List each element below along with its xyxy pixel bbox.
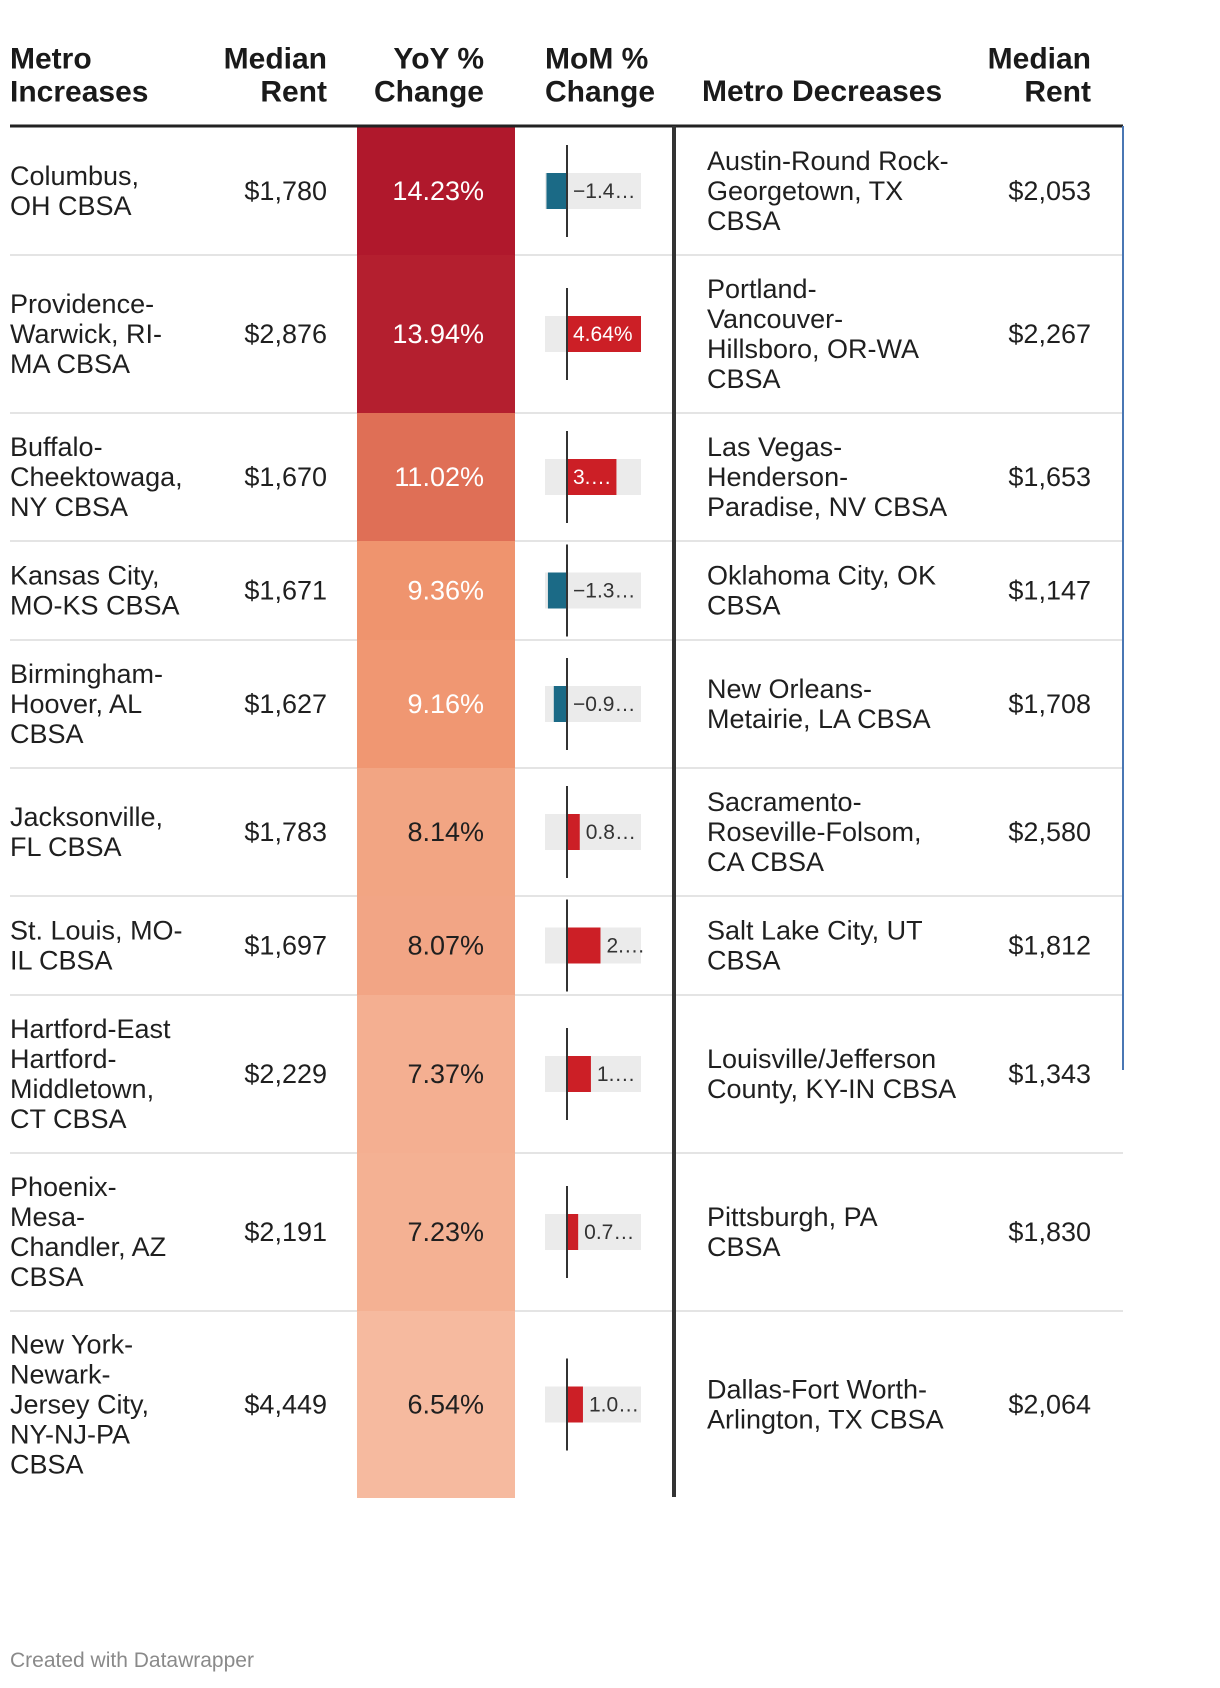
mom-bar-background: [545, 1056, 641, 1092]
yoy-change-value: 14.23%: [392, 176, 484, 206]
median-rent-decrease: $1,343: [1008, 1059, 1091, 1089]
metro-increase-name: Buffalo-Cheektowaga, NY CBSA: [10, 432, 183, 522]
metro-decrease-name: Las Vegas-Henderson-Paradise, NV CBSA: [707, 432, 947, 522]
metro-increase-name: St. Louis, MO-IL CBSA: [10, 916, 183, 976]
yoy-change-value: 7.23%: [407, 1217, 484, 1247]
metro-increase-name: Jacksonville, FL CBSA: [10, 802, 163, 862]
median-rent-increase: $2,229: [244, 1059, 327, 1089]
median-rent-decrease: $1,653: [1008, 462, 1091, 492]
yoy-heat-cell: [357, 1311, 515, 1498]
median-rent-decrease: $1,830: [1008, 1217, 1091, 1247]
mom-bar: [567, 927, 601, 964]
mom-change-label: 4.64%: [573, 323, 633, 346]
median-rent-decrease: $2,267: [1008, 319, 1091, 349]
median-rent-increase: $2,876: [244, 319, 327, 349]
median-rent-increase: $2,191: [244, 1217, 327, 1247]
median-rent-increase: $1,697: [244, 931, 327, 961]
header-median-rent-left: Median Rent: [224, 43, 327, 109]
yoy-heat-cell: [357, 541, 515, 640]
mom-change-label: 0.7…: [584, 1221, 634, 1244]
yoy-change-value: 13.94%: [392, 319, 484, 349]
header-metro-decreases: Metro Decreases: [702, 75, 942, 108]
median-rent-decrease: $2,580: [1008, 817, 1091, 847]
mom-change-label: 2.…: [606, 935, 645, 958]
median-rent-increase: $1,627: [244, 689, 327, 719]
mom-bar-background: [545, 1214, 641, 1250]
yoy-heat-cell: [357, 640, 515, 768]
yoy-heat-cell: [357, 1153, 515, 1311]
header-yoy-change: YoY % Change: [374, 43, 484, 109]
metro-increase-name: New York-Newark-Jersey City, NY-NJ-PA CBSA: [10, 1330, 149, 1480]
metro-increase-name: Hartford-East Hartford-Middletown, CT CBSA: [10, 1014, 171, 1134]
yoy-heat-cell: [357, 995, 515, 1153]
mom-bar: [567, 1214, 579, 1250]
metro-decrease-name: New Orleans-Metairie, LA CBSA: [707, 674, 931, 734]
mom-change-label: −1.4…: [573, 180, 635, 203]
mom-bar-background: [545, 1386, 641, 1423]
header-median-rent-right: Median Rent: [988, 43, 1091, 109]
yoy-heat-cell: [357, 768, 515, 896]
median-rent-decrease: $2,053: [1008, 176, 1091, 206]
metro-increase-name: Providence-Warwick, RI-MA CBSA: [10, 289, 162, 379]
header-mom-change: MoM % Change: [545, 43, 655, 109]
mom-bar: [546, 173, 567, 209]
yoy-heat-cell: [357, 127, 515, 255]
mom-change-label: −0.9…: [573, 693, 635, 716]
yoy-change-value: 9.16%: [407, 689, 484, 719]
mom-change-label: 1.0…: [589, 1394, 639, 1417]
mom-bar: [567, 316, 641, 352]
mom-bar: [567, 1056, 591, 1092]
median-rent-increase: $1,670: [244, 462, 327, 492]
metro-increase-name: Phoenix-Mesa-Chandler, AZ CBSA: [10, 1172, 166, 1292]
mom-change-label: 0.8…: [586, 821, 636, 844]
median-rent-increase: $1,783: [244, 817, 327, 847]
metro-increase-name: Birmingham-Hoover, AL CBSA: [10, 659, 163, 749]
median-rent-increase: $4,449: [244, 1390, 327, 1420]
yoy-heat-cell: [357, 255, 515, 413]
metro-decrease-name: Oklahoma City, OK CBSA: [707, 561, 936, 621]
median-rent-increase: $1,671: [244, 576, 327, 606]
mom-change-label: −1.3…: [573, 580, 635, 603]
mom-change-label: 3.…: [573, 466, 612, 489]
header-metro-increases: Metro Increases: [10, 43, 148, 109]
mom-bar: [567, 1386, 583, 1423]
yoy-change-value: 6.54%: [407, 1390, 484, 1420]
median-rent-decrease: $1,708: [1008, 689, 1091, 719]
metro-increase-name: Kansas City, MO-KS CBSA: [10, 561, 180, 621]
credit-footer[interactable]: Created with Datawrapper: [10, 1649, 254, 1672]
metro-decrease-name: Salt Lake City, UT CBSA: [707, 916, 923, 976]
metro-decrease-name: Austin-Round Rock-Georgetown, TX CBSA: [707, 146, 949, 236]
metro-decrease-name: Portland-Vancouver-Hillsboro, OR-WA CBSA: [707, 274, 919, 394]
median-rent-decrease: $2,064: [1008, 1390, 1091, 1420]
yoy-heat-cell: [357, 896, 515, 995]
mom-bar: [553, 686, 567, 722]
yoy-change-value: 9.36%: [407, 576, 484, 606]
yoy-change-value: 7.37%: [407, 1059, 484, 1089]
mom-bar: [567, 459, 617, 495]
mom-bar: [567, 814, 580, 850]
yoy-heat-cell: [357, 413, 515, 541]
yoy-change-value: 11.02%: [394, 462, 484, 492]
mom-change-label: 1.…: [597, 1063, 636, 1086]
mom-bar-background: [545, 814, 641, 850]
metro-decrease-name: Sacramento-Roseville-Folsom, CA CBSA: [707, 787, 922, 877]
metro-decrease-name: Louisville/Jefferson County, KY-IN CBSA: [707, 1044, 956, 1104]
yoy-change-value: 8.14%: [407, 817, 484, 847]
metro-increase-name: Columbus, OH CBSA: [10, 161, 139, 221]
metro-decrease-name: Pittsburgh, PA CBSA: [707, 1202, 878, 1262]
median-rent-increase: $1,780: [244, 176, 327, 206]
metro-decrease-name: Dallas-Fort Worth-Arlington, TX CBSA: [707, 1375, 944, 1435]
yoy-change-value: 8.07%: [407, 931, 484, 961]
median-rent-decrease: $1,812: [1008, 931, 1091, 961]
mom-bar: [547, 572, 567, 609]
median-rent-decrease: $1,147: [1008, 576, 1091, 606]
